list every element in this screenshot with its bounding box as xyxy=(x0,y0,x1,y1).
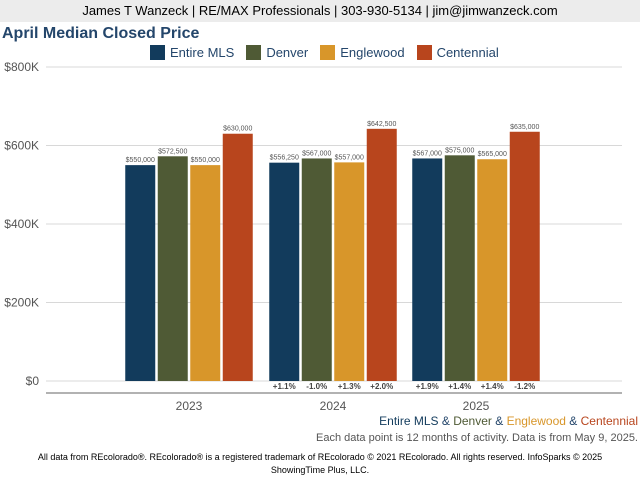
footer-line-2: ShowingTime Plus, LLC. xyxy=(270,465,370,475)
data-label: $550,000 xyxy=(191,157,220,164)
footer-line-1: All data from REcolorado®. REcolorado® i… xyxy=(37,452,603,462)
data-label: $567,000 xyxy=(302,150,331,157)
change-label: +1.1% xyxy=(273,382,296,391)
data-note: Each data point is 12 months of activity… xyxy=(315,432,638,444)
bar xyxy=(444,155,475,381)
y-tick-label: $200K xyxy=(4,296,39,310)
bar xyxy=(477,159,508,381)
data-label: $556,250 xyxy=(270,155,299,162)
footer: All data from REcolorado®. REcolorado® i… xyxy=(0,451,640,477)
change-label: +1.3% xyxy=(338,382,361,391)
data-label: $642,500 xyxy=(367,121,396,128)
caption-separator: & xyxy=(438,414,454,428)
data-label: $550,000 xyxy=(126,157,155,164)
header-bar: James T Wanzeck | RE/MAX Professionals |… xyxy=(0,0,640,22)
bar xyxy=(157,156,188,381)
x-tick-label: 2024 xyxy=(320,399,347,410)
data-label: $635,000 xyxy=(510,124,539,131)
legend-item-denver[interactable]: Denver xyxy=(246,45,308,60)
change-label: +2.0% xyxy=(370,382,393,391)
caption-englewood: Englewood xyxy=(506,414,566,428)
change-label: +1.4% xyxy=(481,382,504,391)
caption-denver: Denver xyxy=(453,414,492,428)
series-caption: Entire MLS & Denver & Englewood & Centen… xyxy=(379,414,638,428)
caption-entire-mls: Entire MLS xyxy=(379,414,439,428)
bar xyxy=(222,133,253,381)
caption-centennial: Centennial xyxy=(580,414,638,428)
change-label: -1.2% xyxy=(514,382,535,391)
data-label: $565,000 xyxy=(478,151,507,158)
caption-separator: & xyxy=(491,414,507,428)
bar xyxy=(125,165,156,381)
bar xyxy=(366,128,397,381)
change-label: -1.0% xyxy=(306,382,327,391)
legend-label-englewood: Englewood xyxy=(340,45,405,60)
data-label: $575,000 xyxy=(445,147,474,154)
y-tick-label: $400K xyxy=(4,217,39,231)
legend-swatch-denver xyxy=(246,45,262,60)
bar xyxy=(301,158,332,381)
x-tick-label: 2023 xyxy=(176,399,203,410)
legend-item-centennial[interactable]: Centennial xyxy=(416,45,499,60)
header-contact-text: James T Wanzeck | RE/MAX Professionals |… xyxy=(82,3,558,18)
data-label: $572,500 xyxy=(158,148,187,155)
legend-label-entire-mls: Entire MLS xyxy=(170,45,235,60)
legend-swatch-centennial xyxy=(416,45,432,60)
legend-swatch-entire-mls xyxy=(150,45,165,60)
y-tick-label: $800K xyxy=(4,60,39,74)
legend-swatch-englewood xyxy=(320,45,336,60)
bar xyxy=(190,165,221,381)
bar xyxy=(412,158,443,381)
x-tick-label: 2025 xyxy=(463,399,490,410)
chart-legend: Entire MLS Denver Englewood Centennial xyxy=(150,45,511,60)
bar-chart: $0$200K$400K$600K$800K2023$550,000$572,5… xyxy=(4,60,622,410)
caption-separator: & xyxy=(565,414,581,428)
legend-item-entire-mls[interactable]: Entire MLS xyxy=(150,45,234,60)
data-label: $557,000 xyxy=(335,154,364,161)
bar xyxy=(269,162,300,381)
bar xyxy=(334,162,365,381)
data-label: $567,000 xyxy=(413,150,442,157)
change-label: +1.4% xyxy=(448,382,471,391)
y-tick-label: $600K xyxy=(4,139,39,153)
chart-title: April Median Closed Price xyxy=(2,25,200,42)
bar xyxy=(509,131,540,381)
legend-label-denver: Denver xyxy=(266,45,309,60)
y-tick-label: $0 xyxy=(26,374,40,388)
legend-label-centennial: Centennial xyxy=(436,45,499,60)
data-label: $630,000 xyxy=(223,126,252,133)
change-label: +1.9% xyxy=(416,382,439,391)
legend-item-englewood[interactable]: Englewood xyxy=(320,45,405,60)
